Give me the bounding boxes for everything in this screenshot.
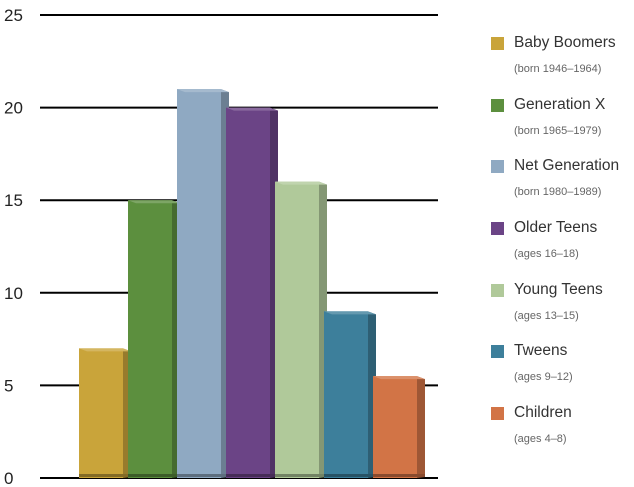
bars xyxy=(79,89,425,478)
legend-sublabel: (ages 4–8) xyxy=(514,433,567,446)
bar-base xyxy=(177,474,229,477)
legend-swatch xyxy=(491,283,504,297)
bar-side xyxy=(417,376,425,478)
bar-base xyxy=(79,474,131,477)
legend: Baby Boomers (born 1946–1964) Generation X… xyxy=(486,34,634,466)
bar-base xyxy=(324,474,376,477)
legend-label: Children xyxy=(514,404,572,422)
legend-sublabel: (born 1980–1989) xyxy=(514,186,602,199)
bar-top xyxy=(128,200,180,204)
legend-item: Tweens (ages 9–12) xyxy=(486,342,634,404)
bar-generation-x xyxy=(128,200,180,478)
bar-base xyxy=(226,474,278,477)
bar-front xyxy=(373,376,417,478)
bar-top xyxy=(226,107,278,111)
legend-label: Young Teens xyxy=(514,280,603,298)
legend-item: Baby Boomers (born 1946–1964) xyxy=(486,34,634,96)
legend-sublabel: (born 1946–1964) xyxy=(514,63,602,75)
bar-top xyxy=(275,181,327,185)
bar-front xyxy=(79,348,123,478)
legend-item: Net Generation (born 1980–1989) xyxy=(486,157,634,219)
legend-swatch xyxy=(491,345,504,359)
bar-top xyxy=(177,89,229,93)
bar-net-generation xyxy=(177,89,229,478)
legend-sublabel: (ages 9–12) xyxy=(514,371,573,384)
bar-children xyxy=(373,376,425,478)
legend-label: Tweens xyxy=(514,342,568,360)
y-tick-label: 0 xyxy=(4,469,13,487)
legend-swatch xyxy=(491,98,504,112)
legend-item: Generation X (born 1965–1979) xyxy=(486,96,634,158)
bar-tweens xyxy=(324,311,376,478)
legend-label: Older Teens xyxy=(514,219,598,237)
y-tick-label: 20 xyxy=(4,99,23,118)
bar-top xyxy=(324,311,376,315)
y-tick-label: 10 xyxy=(4,284,23,303)
legend-label: Generation X xyxy=(514,95,606,113)
legend-sublabel: (ages 16–18) xyxy=(514,248,579,261)
bar-top xyxy=(373,376,425,380)
bar-base xyxy=(128,474,180,477)
y-tick-label: 15 xyxy=(4,191,23,210)
legend-sublabel: (ages 13–15) xyxy=(514,309,579,322)
bar-base xyxy=(275,474,327,477)
legend-swatch xyxy=(491,222,504,236)
legend-item: Young Teens (ages 13–15) xyxy=(486,281,634,343)
y-tick-label: 25 xyxy=(4,6,23,25)
bar-front xyxy=(324,311,368,478)
legend-sublabel: (born 1965–1979) xyxy=(514,124,602,137)
legend-label: Baby Boomers xyxy=(514,34,616,51)
bar-front xyxy=(177,89,221,478)
legend-swatch xyxy=(491,37,504,50)
bar-front xyxy=(226,107,270,478)
legend-swatch xyxy=(491,160,504,174)
bar-base xyxy=(373,474,425,477)
bar-top xyxy=(79,348,131,352)
legend-item: Older Teens (ages 16–18) xyxy=(486,219,634,281)
bar-front xyxy=(275,181,319,478)
bar-young-teens xyxy=(275,181,327,478)
bar-older-teens xyxy=(226,107,278,478)
bar-baby-boomers xyxy=(79,348,131,478)
bar-front xyxy=(128,200,172,478)
legend-label: Net Generation xyxy=(514,157,620,175)
y-tick-label: 5 xyxy=(4,376,13,395)
legend-item: Children (ages 4–8) xyxy=(486,404,634,466)
y-axis-tick-labels: 0 5 10 15 20 25 xyxy=(4,6,23,487)
legend-swatch xyxy=(491,407,504,421)
